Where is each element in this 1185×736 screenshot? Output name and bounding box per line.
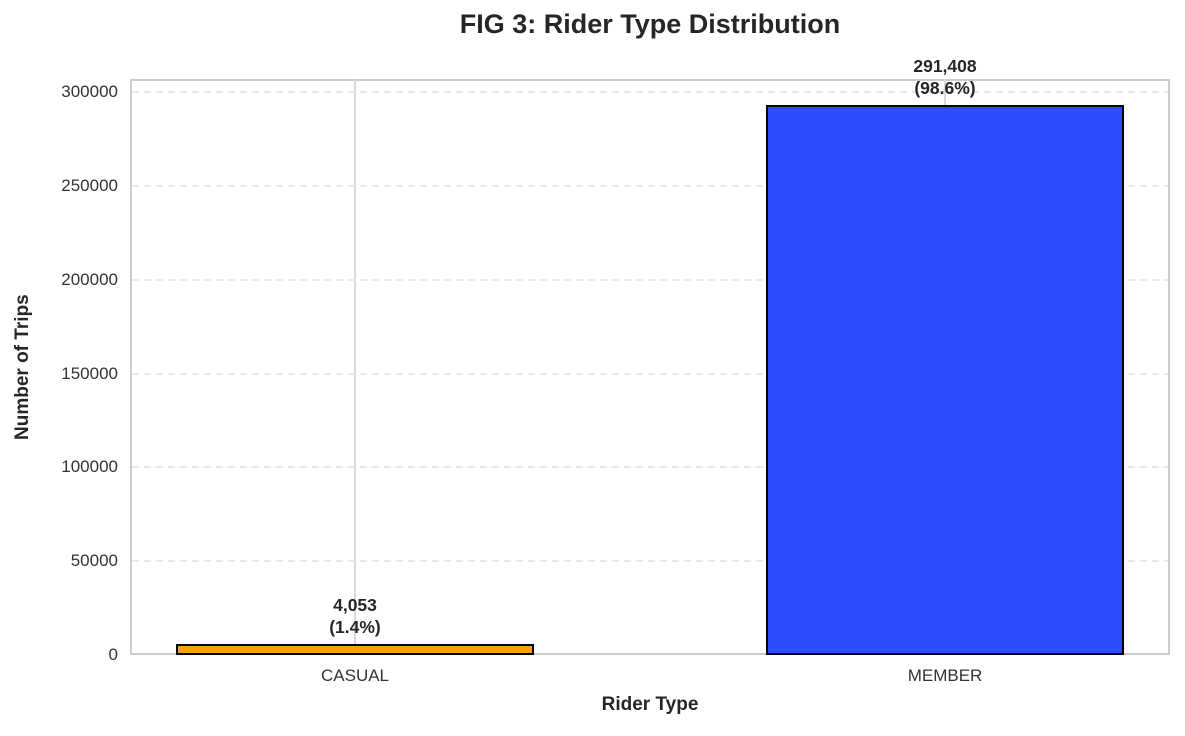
x-axis-label: Rider Type [601, 694, 699, 715]
horizontal-gridline-300000 [132, 91, 1168, 93]
y-tick-label-100000: 100000 [61, 457, 118, 477]
horizontal-gridline-250000 [132, 184, 1168, 187]
y-tick-label-50000: 50000 [70, 551, 118, 571]
bar-value-label-member: 291,408 (98.6%) [913, 56, 977, 99]
y-tick-label-150000: 150000 [61, 363, 118, 383]
x-tick-label-member: MEMBER [907, 666, 983, 685]
vertical-gridline-casual [354, 79, 356, 655]
horizontal-gridline-100000 [132, 466, 1168, 469]
x-tick-label-casual: CASUAL [320, 666, 390, 685]
horizontal-gridline-200000 [132, 278, 1168, 281]
bar-value-label-casual: 4,053 (1.4%) [329, 595, 381, 638]
horizontal-gridline-150000 [132, 372, 1168, 375]
chart-title: FIG 3: Rider Type Distribution [459, 9, 841, 39]
horizontal-gridline-50000 [132, 560, 1168, 563]
bar-member [766, 105, 1124, 655]
y-tick-label-0: 0 [108, 645, 118, 664]
y-tick-label-250000: 250000 [61, 175, 118, 195]
y-tick-label-300000: 300000 [61, 82, 118, 101]
y-tick-label-200000: 200000 [61, 269, 118, 289]
bar-casual [176, 644, 534, 655]
